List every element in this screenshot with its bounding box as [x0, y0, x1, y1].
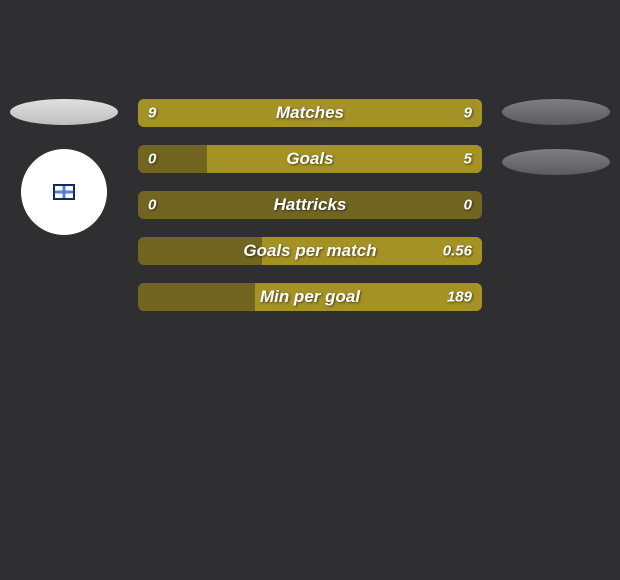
bar-fill-right: [207, 145, 482, 173]
bar-value-right: 9: [464, 105, 472, 122]
bar-label: Goals: [286, 149, 333, 169]
bar-label: Min per goal: [260, 287, 360, 307]
bar-value-left: 0: [148, 197, 156, 214]
bar-value-right: 5: [464, 151, 472, 168]
left-player-col: [4, 99, 124, 235]
stat-bar: Goals 0 5: [138, 145, 482, 173]
left-player-banner: [10, 99, 118, 125]
right-player-banner-2: [502, 149, 610, 175]
right-player-banner: [502, 99, 610, 125]
bar-value-right: 189: [447, 289, 472, 306]
stat-bar: Matches 9 9: [138, 99, 482, 127]
bar-label: Hattricks: [274, 195, 347, 215]
comparison-bars: Matches 9 9 Goals 0 5 Hattricks 0 0 Goals per mat…: [138, 99, 482, 311]
bar-value-left: 9: [148, 105, 156, 122]
stat-bar: Goals per match 0.56: [138, 237, 482, 265]
comparison-content: Matches 9 9 Goals 0 5 Hattricks 0 0 Goals per mat…: [0, 99, 620, 311]
stat-bar: Min per goal 189: [138, 283, 482, 311]
flag-icon: [53, 184, 75, 200]
stat-bar: Hattricks 0 0: [138, 191, 482, 219]
bar-label: Goals per match: [243, 241, 376, 261]
bar-value-left: 0: [148, 151, 156, 168]
right-player-col: [496, 99, 616, 175]
bar-value-right: 0: [464, 197, 472, 214]
left-player-badge: [21, 149, 107, 235]
bar-label: Matches: [276, 103, 344, 123]
bar-value-right: 0.56: [443, 243, 472, 260]
